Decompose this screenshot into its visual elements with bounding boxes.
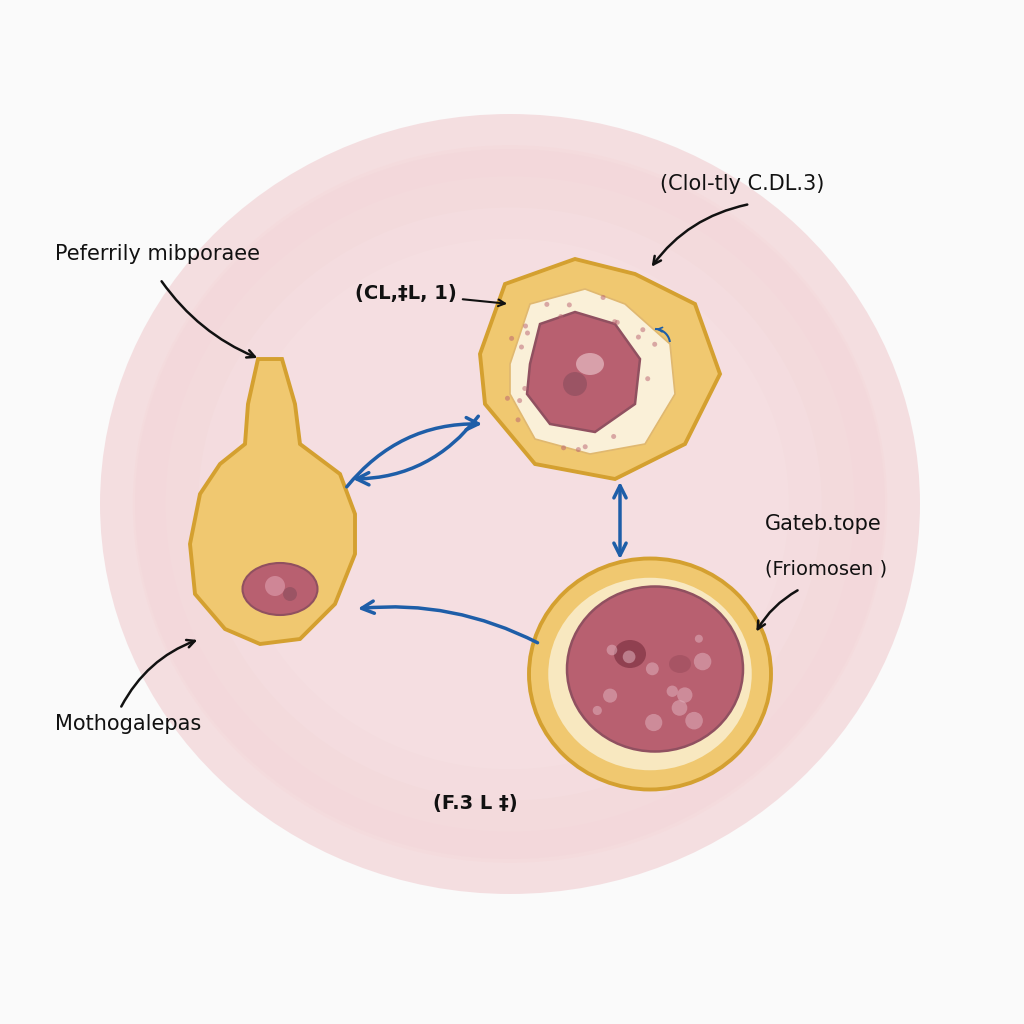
Circle shape (583, 444, 588, 450)
Text: (CL,‡L, 1): (CL,‡L, 1) (355, 285, 457, 303)
Circle shape (612, 319, 617, 325)
Circle shape (515, 418, 520, 422)
Circle shape (652, 342, 657, 347)
Ellipse shape (199, 208, 821, 801)
Circle shape (265, 575, 285, 596)
Circle shape (667, 686, 678, 697)
Ellipse shape (529, 558, 771, 790)
Circle shape (685, 712, 702, 729)
Text: (Clol-tly C.DL.3): (Clol-tly C.DL.3) (660, 174, 824, 194)
Circle shape (645, 376, 650, 381)
Circle shape (593, 706, 602, 715)
Circle shape (672, 700, 687, 716)
Circle shape (567, 302, 571, 307)
Circle shape (603, 688, 617, 702)
Circle shape (636, 335, 641, 340)
Circle shape (558, 314, 563, 319)
Circle shape (283, 587, 297, 601)
Polygon shape (527, 312, 640, 432)
Ellipse shape (669, 655, 691, 673)
Polygon shape (510, 289, 675, 454)
Circle shape (614, 319, 620, 325)
Circle shape (640, 328, 645, 332)
Text: Mothogalepas: Mothogalepas (55, 714, 202, 734)
Ellipse shape (231, 239, 788, 769)
Ellipse shape (548, 578, 752, 770)
Circle shape (563, 372, 587, 396)
Ellipse shape (243, 563, 317, 615)
Circle shape (623, 650, 636, 664)
Ellipse shape (166, 176, 854, 831)
Polygon shape (480, 259, 720, 479)
Circle shape (523, 324, 528, 329)
Text: (Friomosen ): (Friomosen ) (765, 559, 887, 579)
Circle shape (517, 398, 522, 403)
Polygon shape (190, 359, 355, 644)
Circle shape (601, 295, 605, 300)
Circle shape (575, 447, 581, 452)
Text: Gateb.tope: Gateb.tope (765, 514, 882, 534)
Circle shape (646, 663, 658, 675)
Circle shape (606, 645, 617, 655)
Circle shape (525, 331, 530, 336)
Ellipse shape (567, 587, 743, 752)
Circle shape (694, 652, 712, 671)
Circle shape (545, 302, 549, 307)
Circle shape (509, 336, 514, 341)
Ellipse shape (100, 114, 920, 894)
Circle shape (522, 386, 527, 391)
Text: Peferrily mibporaee: Peferrily mibporaee (55, 244, 260, 264)
Ellipse shape (135, 150, 885, 859)
Circle shape (677, 687, 692, 702)
Circle shape (611, 434, 616, 439)
Text: (F.3 L ‡): (F.3 L ‡) (433, 795, 517, 813)
Circle shape (505, 396, 510, 400)
Ellipse shape (614, 640, 646, 668)
Circle shape (519, 344, 524, 349)
Ellipse shape (575, 353, 604, 375)
Circle shape (645, 714, 663, 731)
Circle shape (695, 635, 702, 643)
Ellipse shape (133, 145, 887, 863)
Circle shape (561, 445, 566, 451)
